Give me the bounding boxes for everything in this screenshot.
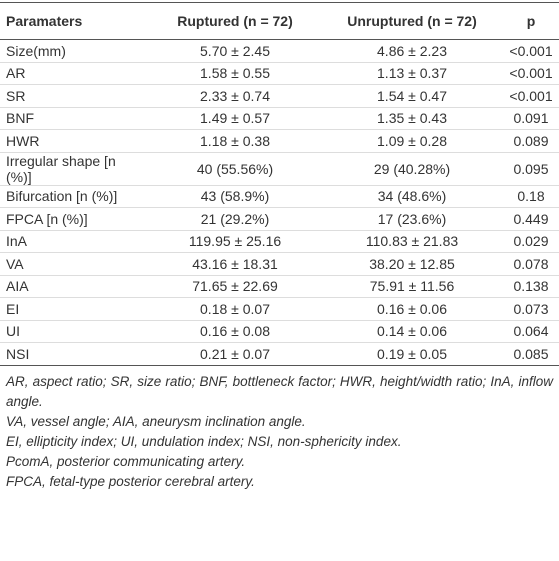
table-row: SR 2.33 ± 0.74 1.54 ± 0.47 <0.001	[0, 84, 559, 107]
table-row: UI 0.16 ± 0.08 0.14 ± 0.06 0.064	[0, 319, 559, 343]
header-row: Paramaters Ruptured (n = 72) Unruptured (n…	[0, 2, 559, 40]
table-cell: 1.49 ± 0.57	[149, 106, 321, 130]
table-cell: 0.029	[503, 229, 559, 253]
table-cell: <0.001	[503, 61, 559, 85]
table-cell: NSI	[0, 342, 149, 365]
table-cell: 0.078	[503, 252, 559, 275]
table-body: Size(mm) 5.70 ± 2.45 4.86 ± 2.23 <0.001 AR 1.…	[0, 40, 559, 365]
table-row: InA 119.95 ± 25.16 110.83 ± 21.83 0.029	[0, 229, 559, 253]
table-cell: FPCA [n (%)]	[0, 207, 149, 230]
table-cell: 21 (29.2%)	[149, 207, 321, 230]
table-row: FPCA [n (%)] 21 (29.2%) 17 (23.6%) 0.449	[0, 207, 559, 230]
table-cell: 1.09 ± 0.28	[321, 129, 503, 152]
table-cell: 1.13 ± 0.37	[321, 61, 503, 85]
header-cell: Ruptured (n = 72)	[149, 2, 321, 40]
footnote: EI, ellipticity index; UI, undulation in…	[6, 433, 402, 449]
table-cell: 17 (23.6%)	[321, 207, 503, 230]
table-cell: 0.16 ± 0.08	[149, 319, 321, 343]
table-cell: <0.001	[509, 42, 553, 59]
table-row: Bifurcation [n (%)] 43 (58.9%) 34 (48.6%) 0…	[0, 184, 559, 208]
data-table: Paramaters Ruptured (n = 72) Unruptured (n…	[0, 2, 559, 366]
footnote: AR, aspect ratio; SR, size ratio; BNF, b…	[6, 373, 553, 409]
table-cell: 4.86 ± 2.23	[377, 42, 447, 59]
header-cell: Unruptured (n = 72)	[321, 2, 503, 40]
table-cell: 75.91 ± 11.56	[321, 274, 503, 298]
footnote: PcomA, posterior communicating artery.	[6, 453, 246, 469]
header-cell: Paramaters	[0, 2, 149, 40]
table-row: VA 43.16 ± 18.31 38.20 ± 12.85 0.078	[0, 252, 559, 275]
table-cell: 0.18	[503, 184, 559, 208]
table-cell: Size(mm)	[6, 42, 66, 59]
table-cell: 0.091	[503, 106, 559, 130]
footnotes: AR, aspect ratio; SR, size ratio; BNF, b…	[0, 366, 559, 492]
table-cell: 43.16 ± 18.31	[149, 252, 321, 275]
table-row: Irregular shape [n (%)] 40 (55.56%) 29 (40…	[0, 151, 559, 185]
table-cell: UI	[0, 319, 149, 343]
table-cell: 0.085	[503, 342, 559, 365]
table-cell: 0.064	[503, 319, 559, 343]
table-row: NSI 0.21 ± 0.07 0.19 ± 0.05 0.085	[0, 342, 559, 365]
table-cell: AR	[0, 61, 149, 85]
table-cell: BNF	[0, 106, 149, 130]
table-cell: 5.70 ± 2.45	[200, 42, 270, 59]
table-cell: 0.095	[503, 151, 559, 185]
table-cell: Bifurcation [n (%)]	[0, 184, 149, 208]
table-cell: 119.95 ± 25.16	[149, 229, 321, 253]
table-row: AIA 71.65 ± 22.69 75.91 ± 11.56 0.138	[0, 274, 559, 298]
table-cell: 0.18 ± 0.07	[149, 297, 321, 320]
table-cell: 0.14 ± 0.06	[321, 319, 503, 343]
table-cell: HWR	[0, 129, 149, 152]
table-cell: 1.54 ± 0.47	[321, 84, 503, 107]
table-cell: 38.20 ± 12.85	[321, 252, 503, 275]
table-cell: AIA	[0, 274, 149, 298]
table-cell: 0.089	[503, 129, 559, 152]
footnote: FPCA, fetal-type posterior cerebral arte…	[6, 473, 255, 489]
table-head: Paramaters Ruptured (n = 72) Unruptured (n…	[0, 2, 559, 40]
table-cell: 0.073	[503, 297, 559, 320]
table-cell: 40 (55.56%)	[149, 151, 321, 185]
footnote: VA, vessel angle; AIA, aneurysm inclinat…	[6, 413, 306, 429]
table-cell: InA	[0, 229, 149, 253]
table-cell: EI	[0, 297, 149, 320]
table-cell: 43 (58.9%)	[149, 184, 321, 208]
table-cell: 1.35 ± 0.43	[321, 106, 503, 130]
table-row: BNF 1.49 ± 0.57 1.35 ± 0.43 0.091	[0, 106, 559, 130]
table-cell: <0.001	[503, 84, 559, 107]
table-row: HWR 1.18 ± 0.38 1.09 ± 0.28 0.089	[0, 129, 559, 152]
table-cell: 71.65 ± 22.69	[149, 274, 321, 298]
table-cell: 2.33 ± 0.74	[149, 84, 321, 107]
table-cell: 0.449	[503, 207, 559, 230]
table-cell: 1.58 ± 0.55	[149, 61, 321, 85]
table-cell: 0.138	[503, 274, 559, 298]
table-row: EI 0.18 ± 0.07 0.16 ± 0.06 0.073	[0, 297, 559, 320]
table-row: Size(mm) 5.70 ± 2.45 4.86 ± 2.23 <0.001	[0, 40, 559, 63]
table-cell: 0.19 ± 0.05	[321, 342, 503, 365]
table-cell: 0.21 ± 0.07	[149, 342, 321, 365]
table-cell: 29 (40.28%)	[321, 151, 503, 185]
table-cell: 0.16 ± 0.06	[321, 297, 503, 320]
table-cell: VA	[0, 252, 149, 275]
table-cell: SR	[0, 84, 149, 107]
header-cell: p	[503, 2, 559, 40]
table-cell: 1.18 ± 0.38	[149, 129, 321, 152]
table-cell: 110.83 ± 21.83	[321, 229, 503, 253]
table-row: AR 1.58 ± 0.55 1.13 ± 0.37 <0.001	[0, 61, 559, 85]
table-cell: 34 (48.6%)	[321, 184, 503, 208]
table-cell: Irregular shape [n (%)]	[0, 151, 149, 185]
